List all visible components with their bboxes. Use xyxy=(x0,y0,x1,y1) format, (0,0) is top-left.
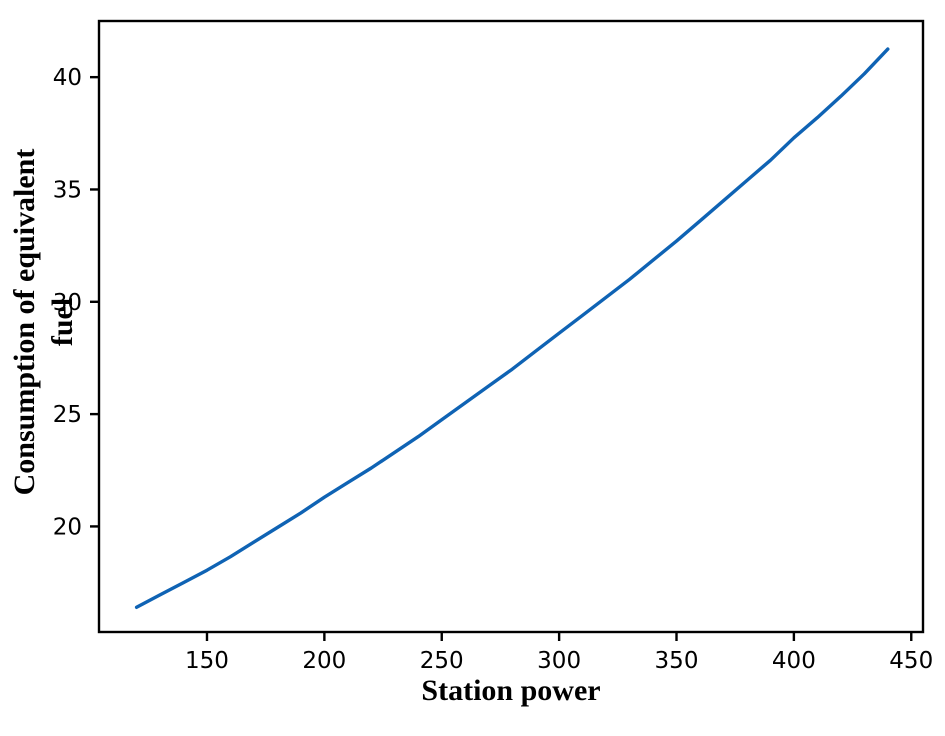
x-tick-label: 400 xyxy=(772,648,816,674)
x-tick-label: 150 xyxy=(185,648,229,674)
x-axis-title: Station power xyxy=(421,674,601,707)
x-tick-label: 200 xyxy=(302,648,346,674)
y-axis-title-line2: fuel xyxy=(46,297,79,347)
y-tick-label: 20 xyxy=(53,514,82,540)
y-tick-label: 40 xyxy=(53,65,82,91)
plot-frame xyxy=(97,19,925,634)
x-tick-label: 350 xyxy=(655,648,699,674)
x-tick-label: 300 xyxy=(537,648,581,674)
fuel-consumption-curve xyxy=(134,47,890,609)
y-tick-label: 25 xyxy=(53,402,82,428)
y-axis-title: Consumption of equivalent fuel xyxy=(6,0,82,672)
y-tick-label: 35 xyxy=(53,177,82,203)
y-axis-title-line1: Consumption of equivalent xyxy=(8,148,41,496)
x-tick-label: 450 xyxy=(889,648,933,674)
x-tick-label: 250 xyxy=(420,648,464,674)
y-tick-label: 30 xyxy=(53,290,82,316)
